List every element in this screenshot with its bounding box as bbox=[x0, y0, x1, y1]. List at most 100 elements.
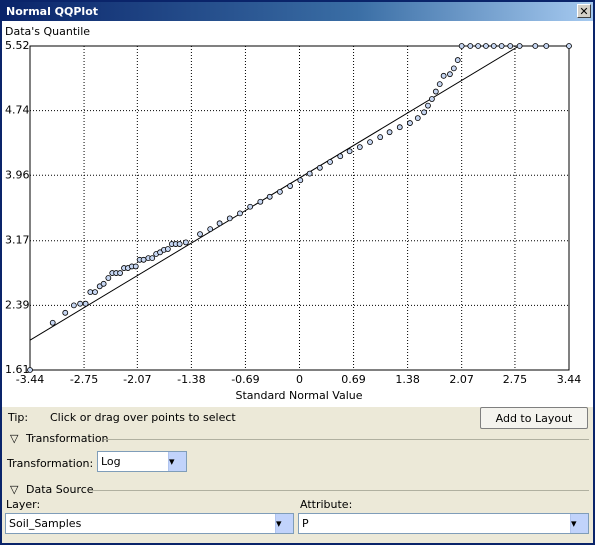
x-tick-label: 0 bbox=[296, 373, 303, 386]
point bbox=[490, 43, 497, 49]
x-tick-label: -3.44 bbox=[16, 373, 44, 386]
point bbox=[436, 81, 443, 88]
point bbox=[566, 43, 572, 49]
chart: Data's Quantile Standard Normal Value 1.… bbox=[2, 21, 593, 407]
tip-text: Click or drag over points to select bbox=[50, 411, 236, 424]
point bbox=[207, 226, 214, 233]
layer-label: Layer: bbox=[6, 498, 41, 511]
point bbox=[100, 280, 107, 287]
point bbox=[183, 239, 189, 246]
point bbox=[70, 302, 77, 309]
x-tick-label: -2.75 bbox=[70, 373, 98, 386]
separator bbox=[104, 439, 589, 440]
dropdown-arrow[interactable]: ▾ bbox=[275, 514, 293, 533]
collapse-icon[interactable]: ▽ bbox=[10, 483, 19, 496]
point bbox=[149, 255, 156, 262]
section-header[interactable]: Data Source bbox=[26, 483, 94, 496]
select-value: Soil_Samples bbox=[9, 517, 82, 530]
attribute-select[interactable]: P ▾ bbox=[298, 513, 589, 534]
dropdown-arrow[interactable]: ▾ bbox=[168, 452, 186, 471]
point bbox=[164, 246, 171, 252]
point bbox=[483, 43, 489, 49]
x-tick-label: 0.69 bbox=[341, 373, 366, 386]
point bbox=[287, 183, 293, 189]
point bbox=[105, 275, 112, 281]
point bbox=[532, 43, 539, 49]
select-value: Log bbox=[101, 455, 121, 468]
point bbox=[337, 153, 344, 160]
plot-frame bbox=[29, 45, 570, 371]
dropdown-arrow[interactable]: ▾ bbox=[570, 514, 588, 533]
point bbox=[498, 43, 505, 49]
chart-background bbox=[2, 21, 593, 407]
x-tick-label: -1.38 bbox=[177, 373, 205, 386]
point bbox=[467, 43, 474, 49]
x-tick-label: -2.07 bbox=[123, 373, 151, 386]
y-tick-label: 5.52 bbox=[5, 39, 30, 52]
point bbox=[516, 43, 523, 49]
point bbox=[216, 220, 223, 227]
collapse-icon[interactable]: ▽ bbox=[10, 432, 19, 445]
y-tick-label: 3.96 bbox=[5, 168, 30, 181]
x-tick-label: 2.75 bbox=[503, 373, 528, 386]
point bbox=[247, 203, 254, 210]
point bbox=[176, 241, 183, 247]
point bbox=[140, 256, 147, 263]
point bbox=[414, 115, 421, 121]
y-tick-label: 2.39 bbox=[5, 298, 30, 311]
y-tick-label: 4.74 bbox=[5, 104, 30, 117]
y-tick-label: 1.61 bbox=[5, 363, 30, 376]
point bbox=[428, 96, 435, 102]
point bbox=[27, 367, 33, 373]
point bbox=[226, 215, 233, 222]
window-title: Normal QQPlot bbox=[6, 5, 99, 18]
point bbox=[447, 71, 453, 78]
point bbox=[425, 102, 431, 109]
separator bbox=[90, 490, 589, 491]
select-value: P bbox=[302, 517, 309, 530]
point bbox=[266, 193, 273, 200]
section-header[interactable]: Transformation bbox=[26, 432, 109, 445]
point bbox=[432, 88, 439, 95]
close-button[interactable]: ✕ bbox=[577, 4, 591, 18]
point bbox=[117, 270, 123, 276]
point bbox=[316, 164, 323, 171]
point bbox=[450, 65, 457, 72]
transformation-label: Transformation: bbox=[7, 457, 94, 470]
layer-select[interactable]: Soil_Samples ▾ bbox=[5, 513, 294, 534]
point bbox=[386, 129, 393, 136]
point bbox=[237, 210, 243, 217]
title-bar: Normal QQPlot ✕ bbox=[2, 2, 593, 21]
add-to-layout-button[interactable]: Add to Layout bbox=[480, 407, 588, 429]
point bbox=[367, 139, 373, 146]
tip-label: Tip: bbox=[8, 411, 29, 424]
point bbox=[407, 120, 413, 126]
point bbox=[377, 134, 384, 141]
point bbox=[440, 72, 447, 79]
point bbox=[87, 289, 94, 296]
x-tick-label: 1.38 bbox=[395, 373, 420, 386]
point bbox=[297, 177, 304, 184]
point bbox=[257, 198, 264, 205]
point bbox=[92, 289, 98, 296]
point bbox=[132, 263, 139, 270]
x-axis-label: Standard Normal Value bbox=[235, 389, 362, 402]
point bbox=[82, 300, 89, 307]
point bbox=[454, 57, 461, 63]
point bbox=[507, 43, 514, 49]
point bbox=[62, 309, 69, 316]
point bbox=[396, 124, 403, 131]
point bbox=[543, 43, 550, 49]
x-tick-label: 2.07 bbox=[449, 373, 474, 386]
point bbox=[49, 319, 56, 326]
point bbox=[327, 159, 333, 165]
point bbox=[277, 188, 283, 195]
x-tick-label: -0.69 bbox=[231, 373, 259, 386]
x-tick-label: 3.44 bbox=[557, 373, 582, 386]
point bbox=[197, 231, 203, 238]
transformation-select[interactable]: Log ▾ bbox=[97, 451, 187, 472]
point bbox=[346, 148, 353, 155]
attribute-label: Attribute: bbox=[300, 498, 353, 511]
y-tick-label: 3.17 bbox=[5, 234, 30, 247]
point bbox=[421, 109, 427, 116]
